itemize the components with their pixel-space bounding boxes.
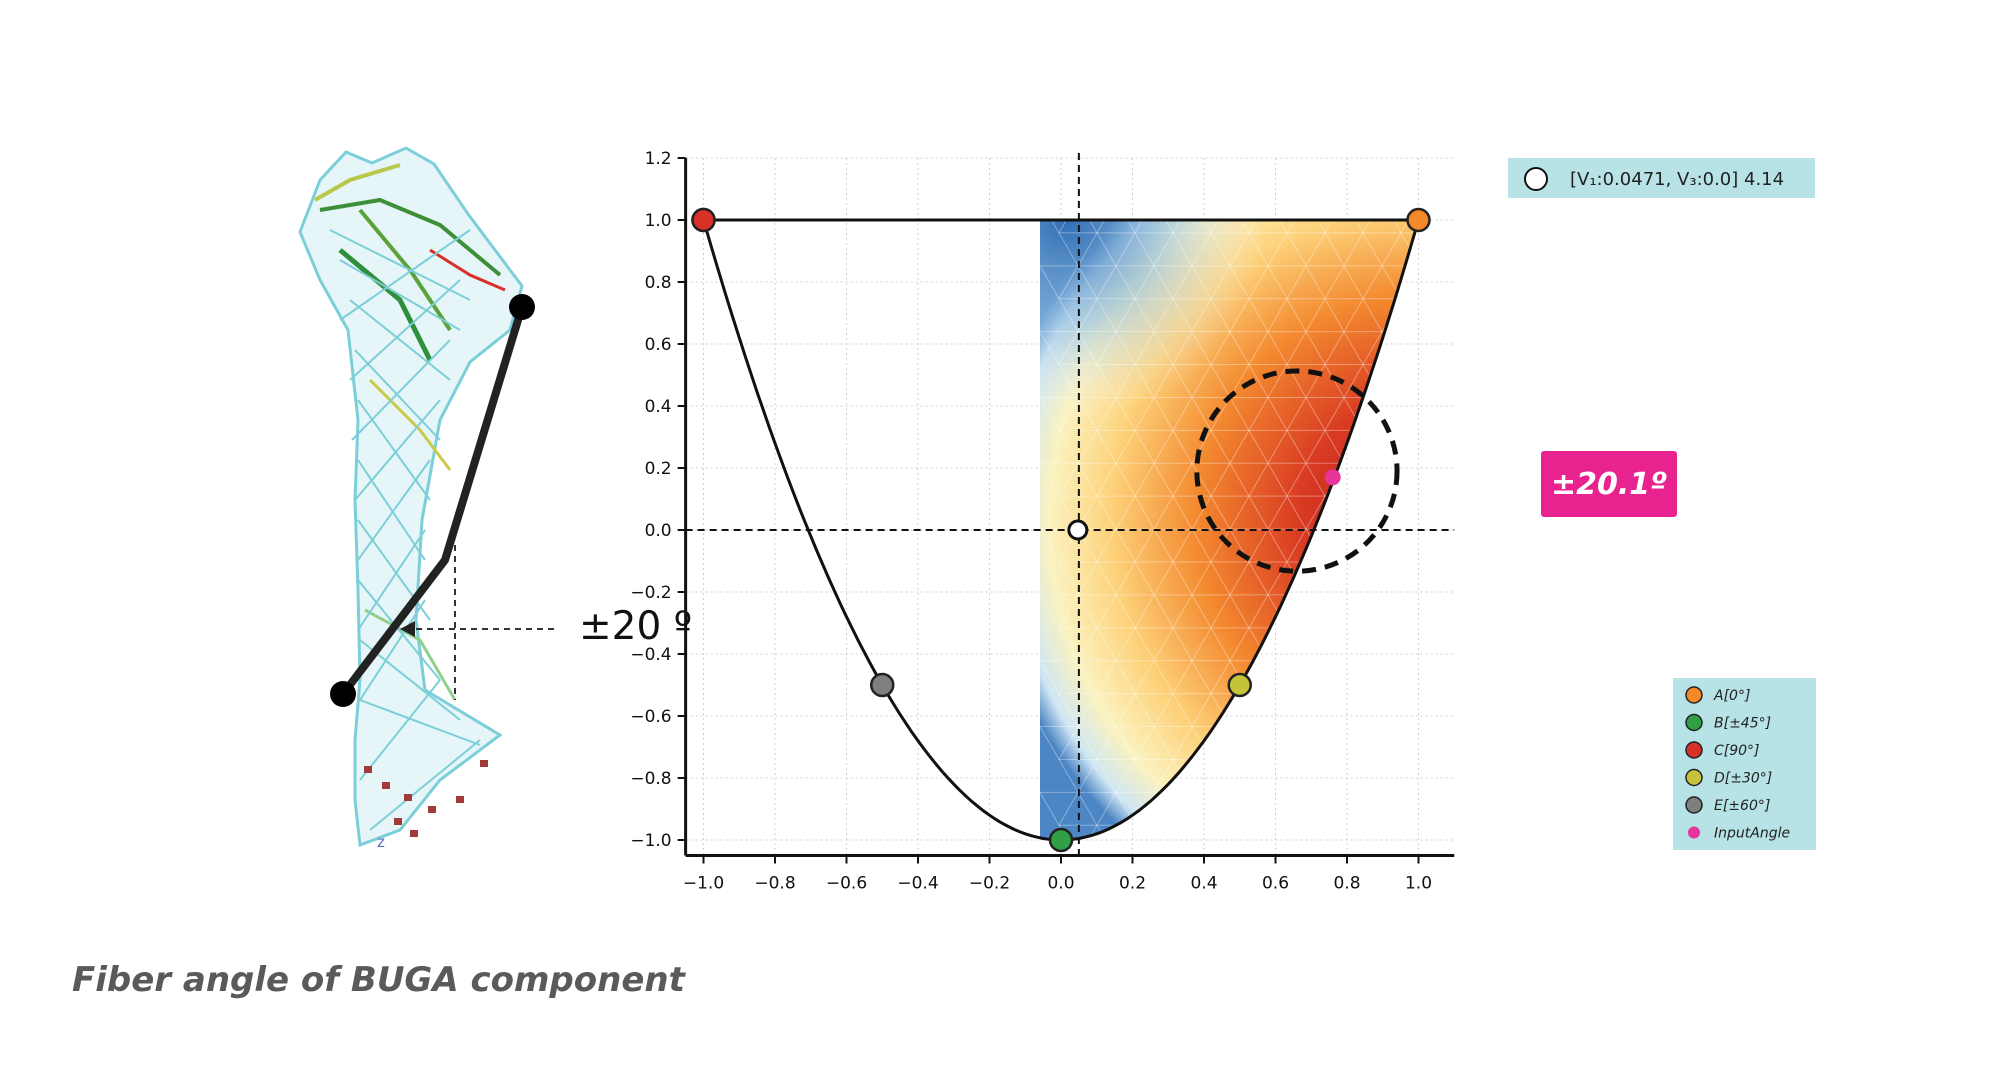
info-box: [V₁:0.0471, V₃:0.0] 4.14 [1508, 158, 1815, 198]
legend-marker [1685, 796, 1703, 814]
selected-point-marker[interactable] [1067, 519, 1089, 541]
angle-callout-text: ±20.1º [1551, 467, 1667, 502]
axis-marker-z: z [377, 833, 385, 851]
y-tick-label: 0.8 [645, 273, 672, 293]
info-box-text: [V₁:0.0471, V₃:0.0] 4.14 [1570, 169, 1784, 190]
x-tick-label: −0.4 [897, 874, 938, 894]
x-tick-label: 0.2 [1119, 874, 1146, 894]
x-tick-label: 0.4 [1190, 874, 1217, 894]
y-tick-label: −0.8 [630, 769, 671, 789]
point-a0 [1406, 207, 1431, 233]
legend-entry-label: A[0°] [1713, 688, 1750, 704]
y-tick-label: 0.4 [645, 397, 672, 417]
fiber-angle-annotation: ±20 º [579, 604, 693, 649]
y-tick-label: −1.0 [630, 831, 671, 851]
info-box-marker-icon [1524, 167, 1548, 191]
point-e60 [870, 672, 895, 698]
legend-entry-label: E[±60°] [1714, 798, 1770, 814]
legend-entry-label: D[±30°] [1714, 771, 1772, 787]
chart-axes [677, 157, 1455, 864]
y-tick-label: −0.2 [630, 583, 671, 603]
legend-entry-label: InputAngle [1714, 826, 1790, 842]
point-b45 [1048, 827, 1074, 853]
x-tick-label: 1.0 [1405, 874, 1432, 894]
x-tick-label: −0.2 [969, 874, 1010, 894]
y-tick-label: 0.2 [645, 459, 672, 479]
reference-points [691, 207, 1431, 853]
legend-entry-label: C[90°] [1714, 743, 1760, 759]
fiber-endpoint-bottom [330, 681, 356, 707]
legend-marker [1685, 713, 1703, 732]
legend-marker [1688, 826, 1700, 839]
legend-marker [1685, 768, 1703, 787]
annotation-arrow-head [400, 621, 415, 637]
input-angle-circle [1194, 368, 1400, 574]
x-tick-label: −0.8 [754, 874, 795, 894]
y-tick-label: −0.6 [630, 707, 671, 727]
x-tick-label: −1.0 [683, 874, 724, 894]
figure-caption: Fiber angle of BUGA component [72, 960, 685, 1000]
fiber-endpoint-top [509, 294, 535, 320]
fiber-path [339, 303, 526, 698]
x-tick-label: 0.8 [1333, 874, 1360, 894]
tower-figure-panel: z [0, 0, 900, 1086]
y-tick-label: −0.4 [630, 645, 671, 665]
legend-entry-label: B[±45°] [1714, 716, 1771, 732]
tick-labels: −1.0 −0.8 −0.6 −0.4 −0.2 0.0 0.2 0.4 0.6 0.8 1.0 −1… [630, 149, 1432, 894]
point-d30 [1227, 672, 1252, 698]
x-tick-label: −0.6 [826, 874, 867, 894]
buga-tower-illustration: z [298, 146, 556, 851]
legend-marker [1685, 686, 1703, 704]
y-tick-label: 1.0 [645, 211, 672, 231]
x-tick-label: 0.6 [1262, 874, 1289, 894]
tower-mesh [298, 146, 524, 848]
point-c90 [691, 207, 716, 233]
legend-marker [1685, 741, 1703, 759]
angle-callout-box [1537, 447, 1681, 521]
y-tick-label: 0.0 [645, 521, 672, 541]
y-tick-label: 1.2 [645, 149, 672, 169]
x-tick-label: 0.0 [1047, 874, 1074, 894]
angle-callout: ±20.1º [1537, 447, 1681, 521]
y-tick-label: 0.6 [645, 335, 672, 355]
point-inputangle [1324, 469, 1341, 486]
legend: A[0°] B[±45°] C[90°] D[±30°] E[±60°] InputAng… [1673, 678, 1816, 850]
heatmap [1039, 220, 1419, 840]
